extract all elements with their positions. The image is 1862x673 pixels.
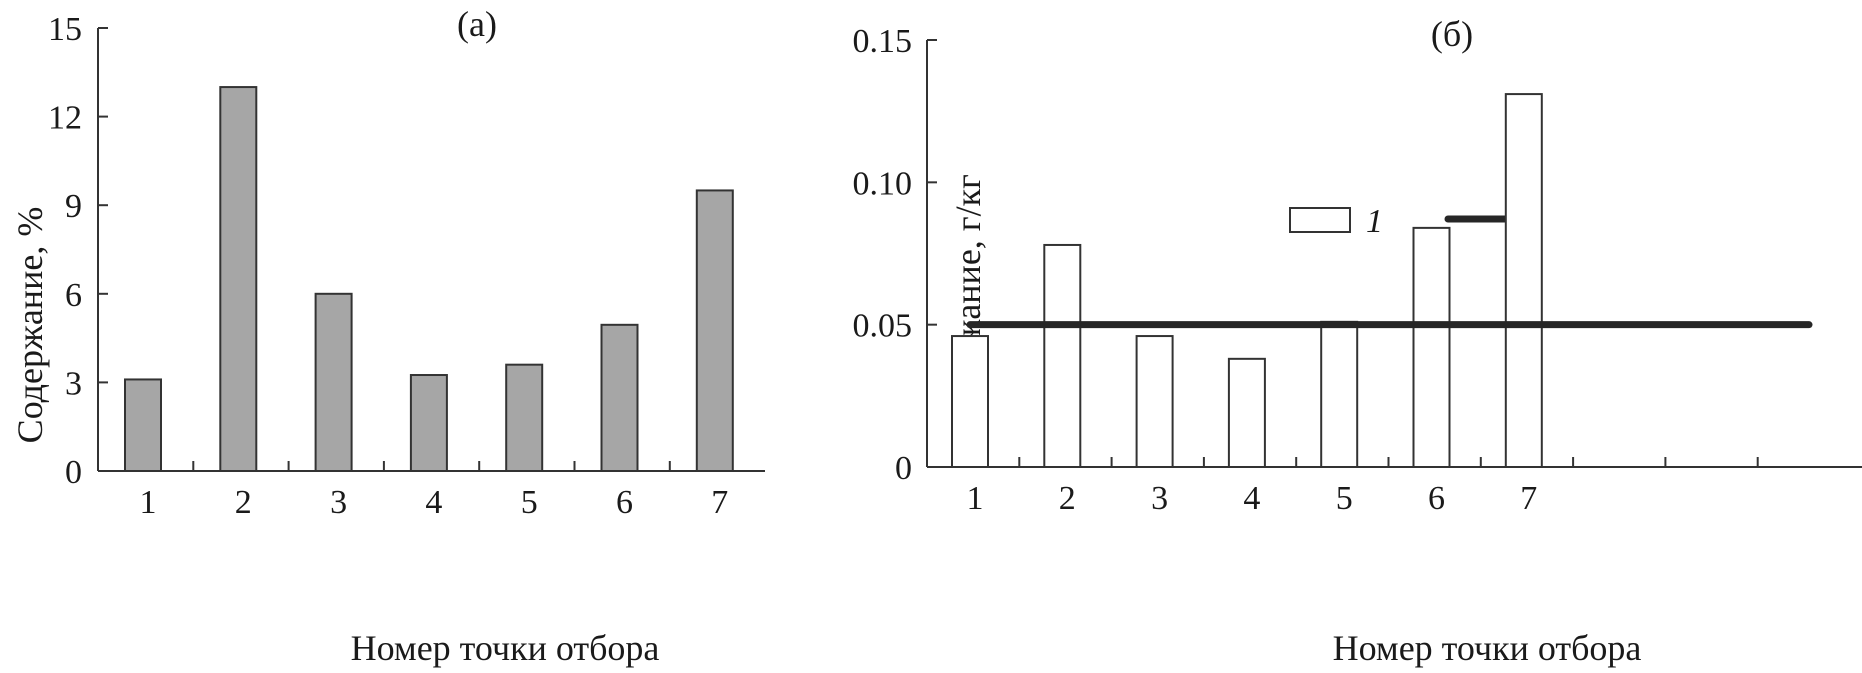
bar [951, 335, 989, 469]
bar [219, 86, 258, 472]
x-tick-label: 5 [521, 484, 538, 521]
chart-panel-a: (а) Содержание, % Номер точки отбора 0 3 6… [10, 4, 765, 668]
y-tick-label: 3 [65, 365, 82, 402]
y-tick-label: 0 [65, 454, 82, 491]
x-tick-label: 1 [967, 480, 984, 517]
x-tick-label: 6 [1428, 480, 1445, 517]
bar [409, 374, 448, 472]
legend-label-1: 1 [1366, 203, 1383, 240]
chart-panel-b: (б) Содержание, г/кг Номер точки отбора … [853, 14, 1862, 668]
y-tick-label: 9 [65, 188, 82, 225]
x-tick-label: 2 [235, 484, 252, 521]
panel-a-y-axis-title: Содержание, % [10, 207, 50, 444]
bar [1320, 320, 1359, 468]
panel-a-x-axis-title: Номер точки отбора [351, 628, 660, 668]
x-tick-label: 4 [1243, 480, 1260, 517]
bar [314, 292, 353, 472]
panel-a-label: (а) [457, 4, 497, 44]
bar [695, 189, 734, 473]
bar [1227, 357, 1266, 468]
bar [1412, 226, 1451, 468]
x-tick-label: 4 [425, 484, 442, 521]
x-tick-label: 7 [1520, 480, 1537, 517]
bar [1504, 93, 1543, 468]
x-tick-label: 3 [330, 484, 347, 521]
x-tick-label: 7 [711, 484, 728, 521]
x-tick-label: 1 [140, 484, 157, 521]
bar [124, 378, 162, 472]
x-tick-label: 5 [1336, 480, 1353, 517]
y-tick-label: 0.05 [853, 308, 913, 345]
y-tick-label: 12 [48, 100, 82, 137]
bar [1043, 243, 1082, 468]
y-tick-label: 6 [65, 277, 82, 314]
bar [600, 323, 639, 472]
y-tick-label: 0.10 [853, 165, 913, 202]
legend-bar-swatch [1289, 207, 1351, 233]
panel-b-label: (б) [1431, 14, 1473, 54]
x-tick-label: 2 [1059, 480, 1076, 517]
panel-b-x-axis-title: Номер точки отбора [1333, 628, 1642, 668]
y-tick-label: 0 [895, 450, 912, 487]
x-tick-label: 6 [616, 484, 633, 521]
y-tick-label: 0.15 [853, 23, 913, 60]
x-tick-label: 3 [1151, 480, 1168, 517]
bar [505, 363, 544, 472]
bar [1135, 335, 1174, 469]
y-tick-label: 15 [48, 11, 82, 48]
